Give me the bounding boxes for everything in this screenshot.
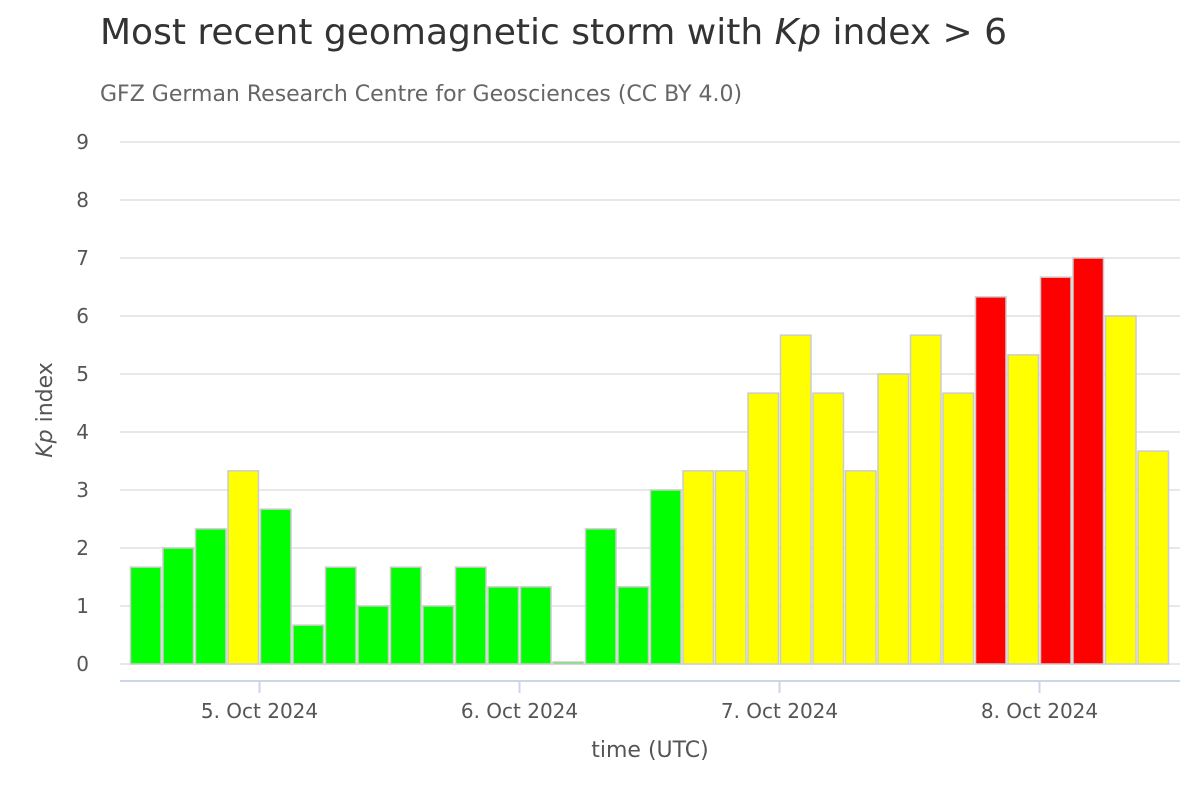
bar [1039, 276, 1072, 665]
chart-title: Most recent geomagnetic storm with Kp in… [100, 12, 1007, 53]
bar [747, 392, 780, 665]
bar [1072, 257, 1105, 665]
bar [1137, 450, 1170, 665]
y-axis-title-kp: Kp [33, 429, 58, 457]
bar [487, 586, 520, 665]
y-tick-label: 5 [76, 362, 89, 386]
bar [259, 508, 292, 665]
chart-title-kp: Kp [774, 12, 822, 53]
y-axis-ticks: 0 1 2 3 4 5 6 7 8 9 [76, 130, 89, 676]
bar [519, 586, 552, 665]
y-tick-label: 1 [76, 594, 89, 618]
y-tick-label: 6 [76, 304, 89, 328]
y-tick-label: 3 [76, 478, 89, 502]
bar [682, 470, 715, 665]
bar [812, 392, 845, 665]
chart-subtitle: GFZ German Research Centre for Geoscienc… [100, 82, 743, 107]
bar [324, 566, 357, 665]
chart-title-prefix: Most recent geomagnetic storm with [100, 12, 775, 53]
bar [942, 392, 975, 665]
bar [779, 334, 812, 665]
bar [909, 334, 942, 665]
y-tick-label: 9 [76, 130, 89, 154]
bar [357, 605, 390, 665]
x-axis-title: time (UTC) [591, 738, 708, 763]
y-tick-label: 7 [76, 246, 89, 270]
bar [1104, 315, 1137, 665]
y-tick-label: 4 [76, 420, 89, 444]
bar [1007, 354, 1040, 665]
bar [129, 566, 162, 665]
x-tick-label: 5. Oct 2024 [201, 699, 318, 723]
bar [422, 605, 455, 665]
bar [389, 566, 422, 665]
bar [877, 373, 910, 665]
y-axis-title-rest: index [33, 362, 58, 429]
bar [552, 661, 585, 665]
bar [227, 470, 260, 665]
y-tick-label: 2 [76, 536, 89, 560]
bars [129, 257, 1170, 665]
x-tick-label: 7. Oct 2024 [721, 699, 838, 723]
bar [974, 296, 1007, 665]
bar [454, 566, 487, 665]
chart-title-suffix: index > 6 [821, 12, 1007, 53]
bar [649, 489, 682, 665]
bar [194, 528, 227, 665]
x-axis: 5. Oct 2024 6. Oct 2024 7. Oct 2024 8. Oct … [120, 680, 1180, 723]
bar [292, 624, 325, 665]
bar [584, 528, 617, 665]
y-tick-label: 8 [76, 188, 89, 212]
y-axis-title: Kp index [33, 362, 58, 458]
bar [714, 470, 747, 665]
y-tick-label: 0 [76, 652, 89, 676]
bar [617, 586, 650, 665]
bar [162, 547, 195, 665]
x-tick-label: 6. Oct 2024 [461, 699, 578, 723]
x-tick-label: 8. Oct 2024 [981, 699, 1098, 723]
bar [844, 470, 877, 665]
